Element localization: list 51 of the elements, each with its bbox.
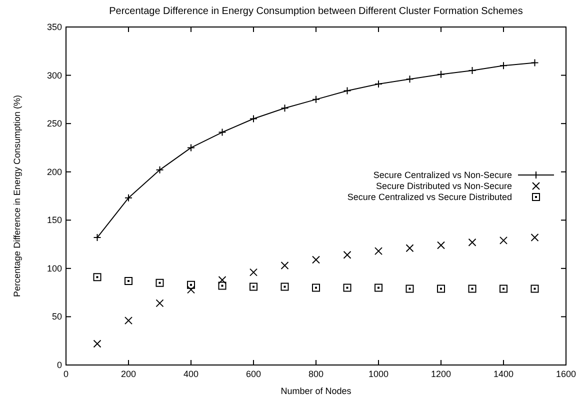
point — [280, 262, 289, 270]
point — [343, 284, 352, 292]
y-tick-label: 100 — [46, 263, 62, 274]
point — [156, 278, 164, 287]
x-tick-label: 600 — [246, 369, 262, 379]
y-tick-label: 350 — [46, 22, 62, 32]
point — [93, 273, 102, 282]
point — [93, 340, 102, 348]
point — [530, 234, 539, 242]
point — [343, 250, 352, 259]
legend-label: Secure Distributed vs Non-Secure — [376, 181, 512, 191]
chart-title: Percentage Difference in Energy Consumption between Different Cluster Formation Schemes — [109, 6, 523, 17]
y-tick-label: 300 — [46, 70, 62, 80]
point — [250, 268, 258, 276]
x-tick-label: 1000 — [368, 369, 389, 379]
point — [437, 284, 445, 293]
x-axis-title: Number of Nodes — [280, 386, 352, 396]
point — [437, 241, 445, 250]
point — [124, 276, 132, 285]
point — [530, 284, 539, 293]
point — [250, 282, 258, 291]
point — [218, 282, 226, 290]
y-tick-label: 250 — [46, 118, 62, 129]
y-tick-label: 150 — [46, 215, 62, 226]
point — [406, 284, 414, 293]
x-tick-label: 200 — [120, 369, 136, 379]
legend-label: Secure Centralized vs Non-Secure — [373, 170, 512, 180]
x-tick-label: 1200 — [430, 369, 452, 379]
y-tick-label: 200 — [46, 166, 62, 177]
y-tick-label: 0 — [56, 360, 62, 370]
x-tick-label: 400 — [183, 369, 199, 379]
x-tick-label: 800 — [308, 369, 324, 379]
point — [500, 284, 508, 293]
point — [468, 284, 476, 293]
point — [312, 284, 320, 292]
legend-label: Secure Centralized vs Secure Distributed — [347, 192, 512, 202]
point — [280, 282, 289, 291]
point — [156, 299, 164, 308]
point — [124, 316, 132, 325]
point — [500, 236, 508, 244]
point — [374, 247, 382, 256]
point — [187, 280, 195, 289]
x-tick-label: 0 — [63, 369, 69, 379]
point — [468, 238, 476, 246]
point — [312, 256, 320, 264]
y-tick-label: 50 — [52, 312, 62, 322]
point — [406, 244, 414, 252]
y-axis-title: Percentage Difference in Energy Consumption (%) — [12, 95, 22, 297]
point — [374, 284, 382, 292]
x-tick-label: 1600 — [556, 369, 576, 379]
x-tick-label: 1400 — [493, 369, 514, 379]
